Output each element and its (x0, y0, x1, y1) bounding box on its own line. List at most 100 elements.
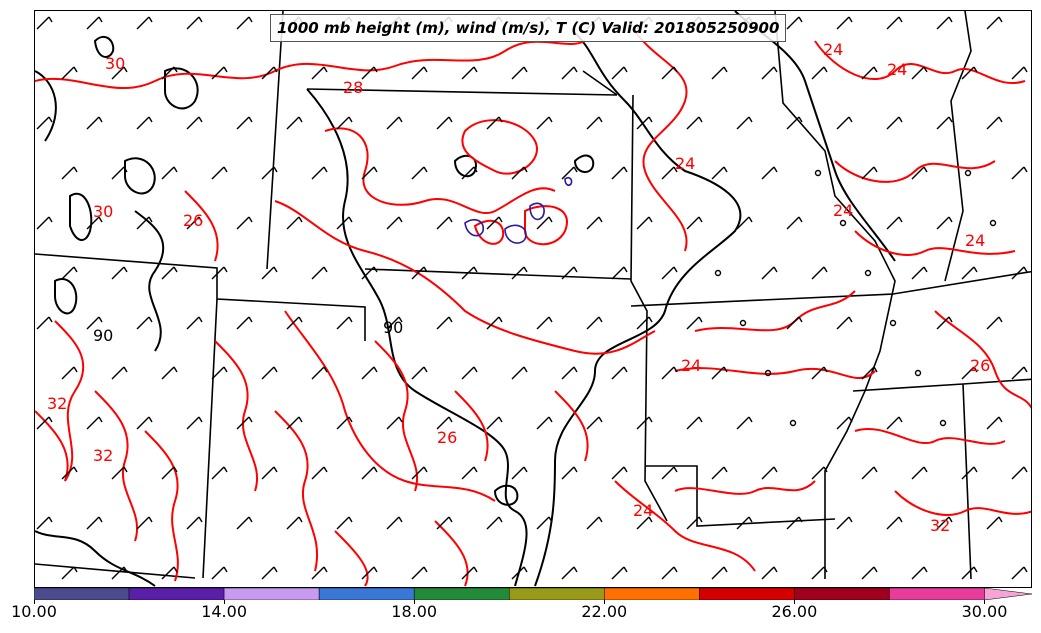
wind-barb-40 (36, 116, 53, 130)
temperature-contour-23 (374, 340, 418, 492)
temperature-label-9: 26 (970, 356, 990, 375)
temperature-label-14: 32 (930, 516, 950, 535)
temperature-contour-15 (614, 480, 756, 572)
temperature-contour-5 (274, 200, 656, 355)
wind-barb-136 (836, 316, 853, 330)
wind-barb-20 (61, 66, 78, 80)
temperature-label-15: 26 (437, 428, 457, 447)
wind-barb-27 (411, 66, 428, 80)
colorbar-bin-8 (794, 588, 890, 600)
temperature-contour-2 (461, 119, 538, 175)
wind-barb-43 (186, 116, 203, 130)
colorbar-extend-arrow (984, 588, 1033, 600)
height-label-0: 90 (383, 318, 403, 337)
wind-barb-230 (561, 566, 578, 580)
temperature-contour-22 (274, 410, 318, 572)
wind-barb-111 (611, 266, 628, 280)
wind-barb-167 (386, 416, 403, 430)
state-border-3 (202, 298, 218, 579)
height-contour-13 (35, 530, 156, 587)
colorbar-bin-2 (223, 588, 320, 600)
wind-barb-0 (36, 16, 53, 30)
height-contour-9 (164, 67, 199, 110)
wind-barb-49 (486, 116, 503, 130)
temperature-contour-16 (854, 428, 1006, 445)
wind-barb-64 (261, 166, 278, 180)
wind-barb-91 (586, 216, 603, 230)
temperature-contour-12 (854, 230, 1016, 256)
wind-barb-117 (911, 266, 928, 280)
temperature-label-11: 24 (823, 40, 843, 59)
wind-barb-90 (536, 216, 553, 230)
wind-barb-98 (936, 216, 953, 230)
wind-barb-216 (836, 516, 853, 530)
wind-barb-227 (411, 566, 428, 580)
height-contour-10 (124, 157, 156, 195)
temperature-contour-10 (814, 40, 1026, 84)
temperature-contour-4 (524, 205, 568, 246)
wind-barb-23 (211, 66, 228, 80)
wind-barb-146 (361, 366, 378, 380)
colorbar-tick-labels: 10.00 14.00 18.00 22.00 26.00 30.00 (0, 600, 1041, 630)
wind-barb-66 (361, 166, 378, 180)
wind-barb-166 (336, 416, 353, 430)
wind-barb-68 (461, 166, 478, 180)
map-panel: 30 28 30 26 24 24 24 24 24 26 24 24 32 32 32 26 90 90 (34, 10, 1032, 588)
height-contour-11 (35, 70, 57, 142)
colorbar-tick-mark (414, 600, 416, 604)
wind-barb-89 (486, 216, 503, 230)
wind-barb-84 (236, 216, 253, 230)
wind-barb-42 (136, 116, 153, 130)
colorbar-bin-7 (699, 588, 795, 600)
wind-barb-189 (511, 466, 528, 480)
wind-barb-184 (261, 466, 278, 480)
temperature-contour-11 (834, 160, 996, 183)
wind-barb-135 (786, 316, 803, 330)
map-canvas: 30 28 30 26 24 24 24 24 24 26 24 24 32 32 32 26 90 90 (35, 11, 1031, 587)
wind-barb-82 (136, 216, 153, 230)
colorbar-tick-mark (604, 600, 606, 604)
wind-barb-162 (136, 416, 153, 430)
temperature-label-1: 28 (343, 78, 363, 97)
wind-barb-94 (736, 216, 753, 230)
wind-barb-218 (936, 516, 953, 530)
wind-barb-217 (886, 516, 903, 530)
temperature-label-4: 24 (675, 154, 695, 173)
wind-barb-186 (361, 466, 378, 480)
wind-barb-132 (636, 316, 653, 330)
state-borders (35, 11, 1031, 580)
wind-barb-130 (536, 316, 553, 330)
wind-barb-208 (436, 516, 453, 530)
wind-barb-202 (136, 516, 153, 530)
wind-barb-214 (736, 516, 753, 530)
wind-barb-127 (386, 316, 403, 330)
wind-barb-97 (886, 216, 903, 230)
state-border-8 (645, 465, 836, 527)
colorbar-tick-mark (224, 600, 226, 604)
wind-barb-62 (161, 166, 178, 180)
wind-barb-187 (411, 466, 428, 480)
state-border-13 (582, 70, 618, 96)
temperature-label-7: 24 (633, 501, 653, 520)
temperature-label-5: 24 (833, 201, 853, 220)
wind-barb-176 (836, 416, 853, 430)
wind-barb-129 (486, 316, 503, 330)
wind-barb-calm-178 (939, 419, 947, 427)
wind-barb-110 (561, 266, 578, 280)
wind-barb-225 (311, 566, 328, 580)
wind-barb-101 (111, 266, 128, 280)
state-border-4 (35, 563, 196, 579)
wind-barb-86 (336, 216, 353, 230)
wind-barb-173 (686, 416, 703, 430)
colorbar-tick-mark (984, 600, 986, 604)
map-title: 1000 mb height (m), wind (m/s), T (C) Va… (270, 14, 787, 42)
height-contours (35, 11, 896, 587)
contour-labels: 30 28 30 26 24 24 24 24 24 26 24 24 32 32 32 26 90 90 (47, 40, 990, 535)
wind-barb-155 (811, 366, 828, 380)
wind-barb-159 (1011, 366, 1028, 380)
wind-barb-71 (611, 166, 628, 180)
wind-barb-16 (836, 16, 853, 30)
wind-barb-54 (736, 116, 753, 130)
temperature-label-2: 30 (93, 202, 113, 221)
wind-barb-41 (86, 116, 103, 130)
